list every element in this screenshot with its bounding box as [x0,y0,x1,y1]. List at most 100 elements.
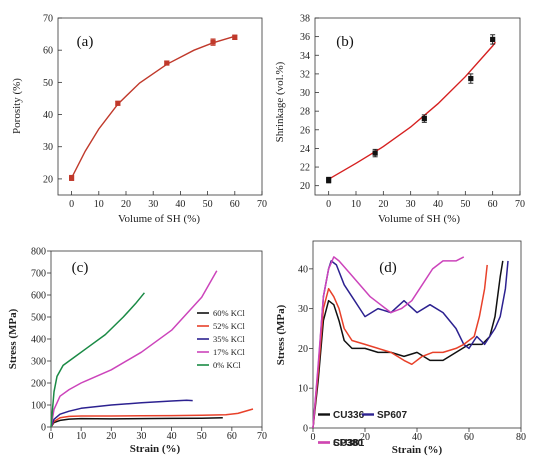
x-tick-label: 60 [488,199,498,210]
y-axis-label: Porosity (%) [11,78,23,134]
y-tick-label: 800 [31,247,46,258]
series-line [50,270,218,428]
y-tick-label: 20 [300,181,310,192]
fit-curve [328,41,496,180]
fit-curve [70,35,236,179]
x-tick-label: 50 [203,199,213,210]
legend-label: 17% KCl [213,347,246,357]
legend: 60% KCl 52% KCl 35% KCl 17% KCl 0% KCl [197,308,246,370]
y-tick-label: 50 [43,78,53,89]
x-tick-label: 0 [69,199,74,210]
y-tick-label: 28 [300,107,310,118]
data-point [115,100,121,106]
y-tick-label: 70 [43,14,53,25]
y-tick-label: 24 [300,144,310,155]
panel-c: 0 10 20 30 40 50 60 700100200300400500600700800… [7,247,267,456]
data-point [326,177,332,183]
x-axis-label: Volume of SH (%) [378,213,460,225]
series-line [50,408,254,428]
y-tick-label: 30 [43,142,53,153]
y-axis-label: Stress (MPa) [7,308,19,369]
x-tick-label: 40 [175,199,185,210]
legend-label: 52% KCl [213,321,246,331]
y-tick-label: 0 [41,423,46,434]
x-axis-label: Strain (%) [392,444,443,456]
x-tick-label: 0 [311,432,316,443]
x-tick-label: 10 [351,199,361,210]
x-tick-label: 60 [230,199,240,210]
data-point [69,175,75,181]
y-tick-label: 40 [43,110,53,121]
series-line [312,260,509,429]
x-tick-label: 30 [136,431,146,442]
series-line [50,399,193,428]
x-tick-label: 20 [360,432,370,443]
legend-label: 35% KCl [213,334,246,344]
y-tick-label: 22 [300,163,310,174]
x-tick-label: 10 [94,199,104,210]
y-tick-label: 600 [31,291,46,302]
legend-label: SP380 [333,438,363,449]
panel-tag: (c) [72,260,89,276]
y-tick-label: 36 [300,32,310,43]
legend-label: 60% KCl [213,308,246,318]
y-tick-label: 60 [43,46,53,57]
x-tick-label: 10 [76,431,86,442]
y-tick-label: 30 [300,88,310,99]
y-tick-label: 100 [31,401,46,412]
y-tick-label: 400 [31,335,46,346]
panel-tag: (b) [336,34,354,50]
y-tick-label: 32 [300,69,310,80]
y-tick-label: 26 [300,125,310,136]
y-axis-label: Shrinkage (vol.%) [274,61,286,142]
data-point [210,39,216,45]
legend-label: CU336 [333,410,365,421]
panel-b: 0 10 20 30 40 50 60 70 20 22 24 26 28 30 32 34 36 38 Volum… [274,14,525,226]
x-tick-label: 60 [227,431,237,442]
legend-label: CU381 [333,438,365,449]
x-axis-label: Volume of SH (%) [118,213,200,225]
x-tick-label: 40 [167,431,177,442]
x-tick-label: 70 [257,199,267,210]
data-point [468,75,474,82]
x-tick-label: 50 [460,199,470,210]
y-tick-label: 200 [31,379,46,390]
data-point [164,60,170,66]
series-line [312,260,504,429]
y-tick-label: 10 [298,384,308,395]
panel-tag: (a) [77,34,94,50]
series-line [312,256,465,429]
x-tick-label: 40 [433,199,443,210]
legend-label: SP607 [377,410,407,421]
x-tick-label: 30 [406,199,416,210]
panel-a: 0 10 20 30 40 50 60 70 20 30 40 50 60 70 Volume of SH … [11,14,267,226]
series-line [50,417,223,428]
x-axis-label: Strain (%) [130,443,181,455]
y-tick-label: 20 [298,344,308,355]
x-tick-label: 0 [49,431,54,442]
y-tick-label: 700 [31,269,46,280]
data-point [232,34,238,40]
x-tick-label: 50 [197,431,207,442]
x-tick-label: 20 [121,199,131,210]
y-tick-label: 500 [31,313,46,324]
x-tick-label: 40 [412,432,422,443]
y-tick-label: 40 [298,264,308,275]
panel-tag: (d) [379,260,397,276]
y-tick-label: 300 [31,357,46,368]
data-point [372,150,378,156]
y-tick-label: 30 [298,304,308,315]
data-point [421,116,427,122]
plot-frame [57,17,263,196]
x-tick-label: 30 [148,199,158,210]
x-tick-label: 70 [257,431,267,442]
y-tick-label: 38 [300,14,310,25]
series-line [312,264,488,429]
x-tick-label: 70 [515,199,525,210]
y-tick-label: 20 [43,174,53,185]
data-point [490,36,496,43]
plot-frame [314,17,521,196]
x-tick-label: 20 [378,199,388,210]
